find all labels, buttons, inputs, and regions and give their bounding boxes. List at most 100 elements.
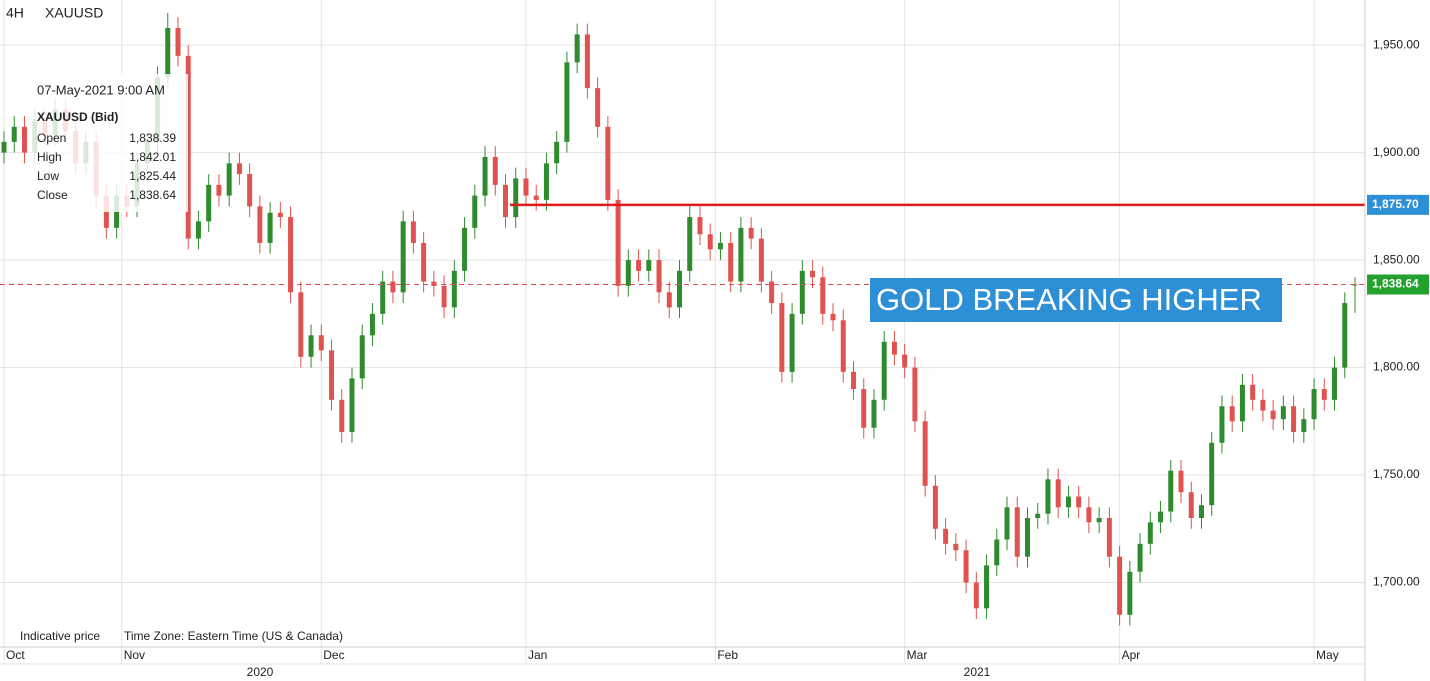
annotation: GOLD BREAKING HIGHER	[876, 282, 1262, 317]
candle-body	[533, 195, 539, 200]
candle-body	[513, 178, 519, 218]
candle-body	[543, 163, 549, 200]
candle-body	[1106, 518, 1112, 557]
candle-body	[677, 270, 682, 308]
candle-body	[769, 281, 775, 304]
candle-body	[1065, 496, 1071, 508]
candle-body	[554, 141, 560, 164]
x-tick-label: Mar	[907, 648, 928, 662]
tooltip-label: Low	[37, 169, 59, 183]
candle-body	[891, 341, 897, 355]
candle-body	[390, 281, 396, 293]
year-label: 2020	[247, 665, 274, 679]
candle-body	[267, 212, 273, 243]
candle-body	[421, 242, 427, 282]
candle-body	[257, 206, 263, 243]
timeframe: 4H	[6, 5, 24, 21]
candle-body	[472, 195, 478, 228]
candle-body	[1198, 505, 1204, 519]
year-label: 2021	[964, 665, 991, 679]
x-tick-label: Feb	[717, 648, 738, 662]
candle-body	[717, 242, 723, 250]
candle-body	[666, 292, 672, 308]
tooltip-value: 1,825.44	[129, 169, 176, 183]
candle-body	[1260, 399, 1266, 411]
candle-body	[1035, 513, 1041, 519]
candle-body	[1280, 406, 1286, 420]
candle-body	[615, 199, 621, 286]
y-tick-label: 1,950.00	[1373, 37, 1420, 51]
x-tick-label: May	[1316, 648, 1339, 662]
candle-body	[1209, 442, 1215, 506]
candle-body	[288, 217, 294, 293]
candle-body	[11, 126, 17, 142]
candle-body	[369, 313, 375, 336]
candle-body	[195, 221, 201, 239]
tooltip-value: 1,838.39	[129, 131, 176, 145]
candle-body	[503, 184, 509, 218]
candle-body	[953, 543, 959, 551]
candle-body	[349, 378, 355, 433]
candle-body	[298, 292, 304, 357]
candle-body	[1229, 406, 1235, 422]
candle-body	[994, 539, 1000, 566]
candle-body	[216, 184, 222, 196]
candle-body	[236, 163, 242, 175]
y-tick-label: 1,850.00	[1373, 252, 1420, 266]
candle-body	[1004, 507, 1010, 540]
last-price-label: 1,838.64	[1372, 277, 1419, 291]
candle-body	[564, 62, 570, 142]
candle-body	[175, 27, 181, 56]
candle-body	[1024, 518, 1030, 557]
candle-body	[1301, 419, 1307, 433]
symbol: XAUUSD	[45, 5, 103, 21]
tooltip-symbol: XAUUSD (Bid)	[37, 110, 118, 124]
last-price-box	[1367, 274, 1429, 295]
candle-body	[1076, 496, 1082, 508]
level-label-box	[1367, 194, 1429, 215]
candle-body	[687, 217, 693, 271]
candle-body	[247, 174, 253, 207]
candle-body	[1096, 518, 1102, 523]
x-tick-label: Nov	[124, 648, 145, 662]
candle-body	[410, 221, 416, 243]
annotation-box	[870, 278, 1282, 322]
candle-body	[738, 227, 744, 282]
candle-body	[584, 34, 590, 89]
candle-body	[482, 156, 488, 196]
candle-body	[1342, 303, 1348, 368]
candle-body	[748, 227, 754, 239]
tooltip-box	[30, 74, 188, 212]
candle-body	[451, 270, 457, 308]
candle-body	[1332, 367, 1338, 400]
y-tick-label: 1,700.00	[1373, 575, 1420, 589]
candle-body	[963, 550, 969, 583]
candle-body	[779, 303, 785, 372]
candle-body	[1321, 389, 1327, 400]
candle-body	[523, 178, 529, 196]
candle-body	[595, 88, 601, 127]
candles	[1, 12, 1358, 626]
candle-body	[789, 313, 795, 372]
candle-body	[943, 528, 949, 544]
candle-body	[902, 354, 908, 368]
candle-body	[1147, 522, 1153, 544]
candle-body	[830, 313, 836, 321]
candle-body	[1178, 470, 1184, 493]
candle-body	[697, 217, 703, 235]
candle-body	[922, 421, 928, 486]
candle-body	[799, 270, 805, 314]
candle-body	[308, 335, 314, 357]
candle-body	[226, 163, 232, 196]
candle-body	[1137, 543, 1143, 572]
candle-body	[462, 227, 468, 271]
candle-body	[359, 335, 365, 379]
candle-body	[318, 335, 324, 351]
candle-body	[329, 350, 335, 400]
candle-body	[1188, 492, 1194, 519]
candle-body	[339, 399, 345, 433]
footer-timezone: Time Zone: Eastern Time (US & Canada)	[124, 629, 343, 643]
tooltip-value: 1,842.01	[129, 150, 176, 164]
candle-body	[380, 281, 386, 314]
